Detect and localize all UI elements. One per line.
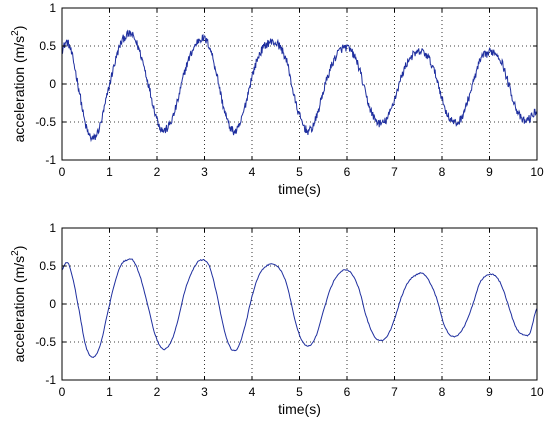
x-tick-label: 0 xyxy=(59,165,66,179)
x-tick-label: 8 xyxy=(439,385,446,399)
x-tick-label: 9 xyxy=(486,165,493,179)
y-tick-label: 0 xyxy=(49,77,56,91)
x-tick-label: 4 xyxy=(249,385,256,399)
x-axis-label: time(s) xyxy=(278,401,321,417)
x-tick-label: 7 xyxy=(391,385,398,399)
x-tick-label: 6 xyxy=(344,385,351,399)
x-tick-label: 10 xyxy=(530,385,544,399)
y-tick-label: -1 xyxy=(45,153,56,167)
plot-panel-top: 0 1 2 3 4 5 6 7 8 9 10 -1 -0.5 0 0.5 1 time(s) accelerati… xyxy=(10,1,544,197)
series-line xyxy=(61,29,538,143)
y-tick-label: 1 xyxy=(49,221,56,235)
plot-panel-bottom: 0 1 2 3 4 5 6 7 8 9 10 -1 -0.5 0 0.5 1 time(s) accelerati… xyxy=(10,221,544,417)
y-tick-label: 0.5 xyxy=(39,39,56,53)
y-tick-label: -0.5 xyxy=(35,115,56,129)
series-line xyxy=(61,258,538,359)
x-tick-label: 6 xyxy=(344,165,351,179)
x-tick-label: 1 xyxy=(106,385,113,399)
x-tick-label: 2 xyxy=(154,385,161,399)
x-tick-label: 9 xyxy=(486,385,493,399)
x-tick-label: 2 xyxy=(154,165,161,179)
x-tick-label: 1 xyxy=(106,165,113,179)
x-tick-label: 5 xyxy=(296,165,303,179)
y-axis-label: acceleration (m/s2) xyxy=(10,246,27,363)
x-tick-label: 3 xyxy=(201,165,208,179)
y-tick-label: 0.5 xyxy=(39,259,56,273)
x-tick-label: 8 xyxy=(439,165,446,179)
x-tick-label: 3 xyxy=(201,385,208,399)
y-tick-label: -0.5 xyxy=(35,335,56,349)
x-axis-label: time(s) xyxy=(278,181,321,197)
x-tick-label: 0 xyxy=(59,385,66,399)
x-tick-label: 10 xyxy=(530,165,544,179)
y-tick-label: -1 xyxy=(45,373,56,387)
y-axis-label: acceleration (m/s2) xyxy=(10,26,27,143)
y-tick-label: 1 xyxy=(49,1,56,15)
x-tick-label: 7 xyxy=(391,165,398,179)
x-tick-label: 4 xyxy=(249,165,256,179)
y-tick-label: 0 xyxy=(49,297,56,311)
x-tick-label: 5 xyxy=(296,385,303,399)
